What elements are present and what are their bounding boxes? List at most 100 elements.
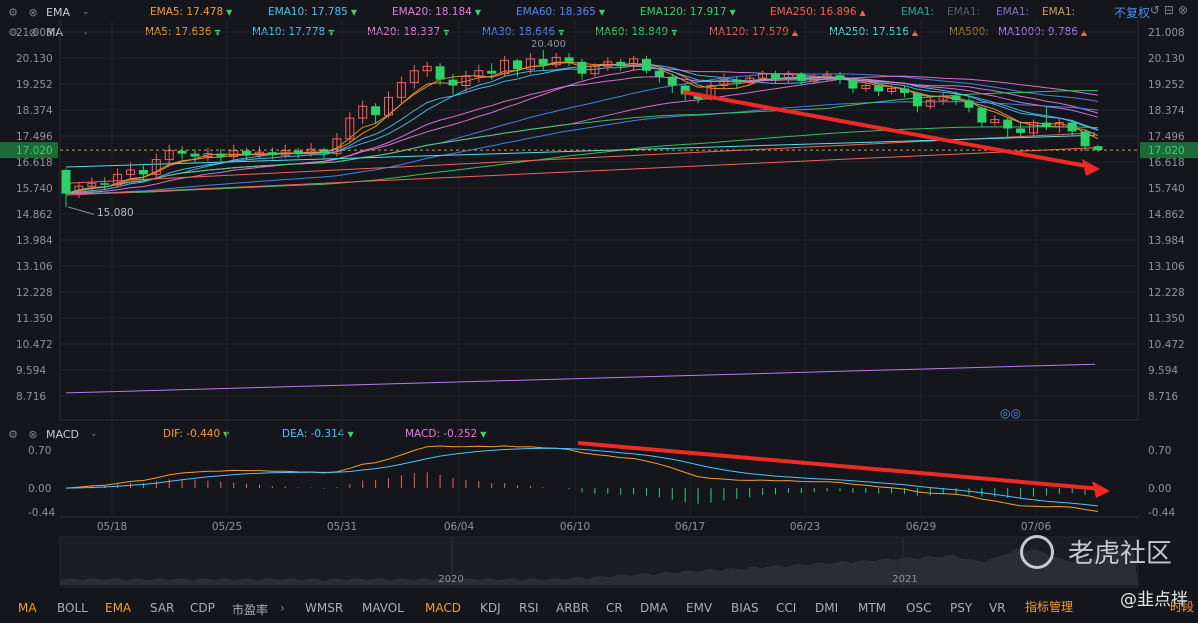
indicator-manage-button[interactable]: 指标管理 (1025, 600, 1074, 614)
trend-arrow-macd-head (1092, 481, 1110, 498)
indicator-psy[interactable]: PSY (950, 601, 973, 615)
indicator-dma[interactable]: DMA (640, 601, 668, 615)
indicator-sar[interactable]: SAR (150, 601, 175, 615)
candle (951, 95, 961, 101)
indicator-cdp[interactable]: CDP (190, 601, 215, 615)
candle (229, 150, 239, 158)
y-tick-label-right: 9.594 (1148, 365, 1178, 377)
y-tick-label-right: 15.740 (1148, 183, 1185, 195)
ema-legend-row: ⚙ ⊗ EMA ⌄ EMA5: 17.478 ▼ EMA10: 17.785 ▼ EMA… (0, 2, 1198, 22)
indicator-wmsr[interactable]: WMSR (305, 601, 344, 615)
candle (358, 105, 368, 119)
indicator-bias[interactable]: BIAS (731, 601, 759, 615)
arrow-down-icon: ▼ (223, 430, 230, 439)
candle (590, 65, 600, 75)
indicator-ma[interactable]: MA (18, 601, 37, 615)
candle (745, 77, 755, 84)
y-tick-label-right: 19.252 (1148, 79, 1185, 91)
candle (809, 76, 819, 82)
gear-icon[interactable]: ⚙ (8, 427, 18, 441)
indicator-macd[interactable]: MACD (425, 601, 461, 615)
ema-legend-item: EMA1: (1042, 6, 1075, 18)
ema-legend-item: EMA1: (901, 6, 934, 18)
ema-legend-label: EMA5: 17.478 (150, 6, 224, 18)
indicator-cci[interactable]: CCI (776, 601, 797, 615)
candle (525, 58, 535, 70)
candle (1067, 122, 1077, 132)
indicator-bar: MA BOLL EMA SAR CDP 市盈率 WMSR MAVOL MACD KDJ RSI ARB… (0, 593, 1198, 623)
macd-legend-label: DIF: -0.440 (163, 428, 221, 440)
arrow-down-icon: ▼ (474, 8, 482, 17)
candle (74, 185, 84, 195)
ema-legend-item: EMA1: (996, 6, 1029, 18)
candle (990, 119, 1000, 124)
indicator-arbr[interactable]: ARBR (556, 601, 590, 615)
indicator-ema[interactable]: EMA (105, 601, 132, 615)
macd-legend-row: ⚙ ⊗ MACD ⌄ DIF: -0.440 ▼ DEA: -0.314 ▼ MACD:… (0, 424, 1198, 444)
current-price-tag (1140, 142, 1198, 159)
watermark: 老虎社区 (1019, 533, 1172, 570)
time-period-button[interactable]: 时段 (1169, 600, 1194, 614)
indicator-dmi[interactable]: DMI (815, 601, 839, 615)
chevron-down-icon[interactable]: ⌄ (82, 7, 90, 17)
indicator-emv[interactable]: EMV (686, 601, 713, 615)
no-adjust-button[interactable]: 不复权 (1113, 6, 1150, 20)
macd-y-tick-left: -0.44 (28, 507, 55, 519)
gear-icon[interactable]: ⚙ (8, 5, 18, 19)
candle (1016, 128, 1026, 133)
y-tick-label-left: 12.228 (16, 287, 53, 299)
ema-legend-item: EMA60: 18.365 ▼ (516, 6, 605, 18)
indicator-mtm[interactable]: MTM (858, 601, 887, 615)
candle (1093, 146, 1103, 151)
close-icon[interactable]: ⊗ (28, 25, 38, 39)
candle (1054, 122, 1064, 128)
macd-legend-item: DEA: -0.314 ▼ (282, 428, 354, 440)
candle (551, 56, 561, 66)
y-tick-label-left: 19.252 (16, 79, 53, 91)
macd-y-tick-right: -0.44 (1148, 507, 1175, 519)
moving-average-line (65, 101, 1099, 195)
navigator-area (60, 548, 1138, 585)
candle (126, 169, 135, 175)
indicator-rsi[interactable]: RSI (519, 601, 539, 615)
window-controls[interactable]: ↺⊟⊗ (1150, 3, 1192, 17)
indicator-boll[interactable]: BOLL (57, 601, 88, 615)
gear-icon[interactable]: ⚙ (8, 25, 18, 39)
close-icon[interactable]: ⊗ (28, 427, 38, 441)
chevron-right-icon[interactable]: › (280, 601, 285, 615)
macd-indicator-name[interactable]: MACD (46, 427, 79, 441)
indicator-vr[interactable]: VR (989, 601, 1006, 615)
chevron-down-icon[interactable]: ⌄ (90, 429, 98, 439)
indicator-市盈率[interactable]: 市盈率 (232, 603, 269, 617)
candle (629, 58, 639, 67)
navigator-year-label: 2021 (892, 574, 917, 585)
y-tick-label-left: 10.472 (16, 339, 53, 351)
ema-legend-item: EMA10: 17.785 ▼ (268, 6, 357, 18)
macd-y-tick-left: 0.70 (28, 445, 51, 457)
y-tick-label-right: 18.374 (1148, 105, 1185, 117)
macd-legend-label: DEA: -0.314 (282, 428, 345, 440)
moving-average-line (65, 76, 1099, 195)
close-icon[interactable]: ⊗ (28, 5, 38, 19)
candle (900, 88, 909, 93)
candle (1029, 122, 1038, 134)
candle (1080, 131, 1090, 147)
x-tick-label: 05/31 (327, 521, 357, 533)
indicator-mavol[interactable]: MAVOL (362, 601, 404, 615)
candle (887, 88, 897, 92)
candle (293, 150, 303, 154)
indicator-cr[interactable]: CR (606, 601, 623, 615)
candle (938, 95, 948, 101)
indicator-osc[interactable]: OSC (906, 601, 932, 615)
indicator-kdj[interactable]: KDJ (480, 601, 501, 615)
ma-indicator-name[interactable]: MA (46, 25, 64, 39)
price-chart[interactable]: 2020 2021 21.008 21.008 20.130 20.130 19.252 1… (0, 0, 1198, 593)
candle (190, 153, 200, 157)
y-tick-label-right: 17.496 (1148, 131, 1185, 143)
candle (306, 148, 316, 155)
candle (87, 182, 97, 187)
candle (177, 150, 187, 154)
ema-indicator-name[interactable]: EMA (46, 5, 70, 19)
candle (771, 73, 780, 80)
arrow-down-icon: ▼ (226, 8, 233, 17)
